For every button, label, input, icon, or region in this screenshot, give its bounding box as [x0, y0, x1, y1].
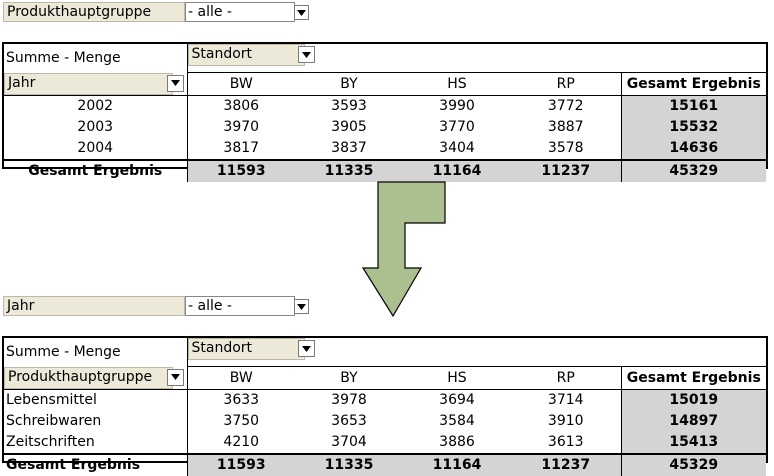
page-field-value[interactable]: - alle -	[185, 296, 295, 316]
cell: 3978	[331, 392, 367, 408]
cell: 3886	[439, 434, 475, 450]
column-header: BY	[295, 366, 403, 390]
cell: 3694	[439, 392, 475, 408]
row-total: 15019	[620, 389, 767, 411]
column-total: 11164	[403, 452, 511, 476]
table-row: Zeitschriften 4210 3704 3886 3613 15413	[4, 431, 767, 454]
row-total: 14897	[620, 410, 767, 432]
table-row: 2003 3970 3905 3770 3887 15532	[4, 116, 767, 138]
page-field-dropdown-button[interactable]	[294, 299, 309, 314]
cell: 3837	[331, 140, 367, 156]
row-field-dropdown-button[interactable]	[167, 368, 184, 386]
cell: 3990	[439, 98, 475, 114]
column-header: RP	[511, 72, 621, 96]
cell: 3653	[331, 413, 367, 429]
column-header-total: Gesamt Ergebnis	[620, 72, 767, 96]
pivot-table-bottom: Summe - Menge Standort Produkthauptgrupp…	[2, 336, 768, 476]
row-label: 2004	[77, 140, 114, 156]
pivot-table-top: Summe - Menge Standort Jahr BW BY HS RP …	[2, 42, 768, 182]
chevron-down-icon	[171, 80, 180, 86]
grand-total: 45329	[620, 158, 767, 182]
column-total: 11593	[186, 452, 295, 476]
row-field-jahr[interactable]: Jahr	[4, 72, 173, 95]
row-total: 15413	[620, 431, 767, 454]
cell: 4210	[186, 431, 295, 454]
column-field-standort[interactable]: Standort	[188, 338, 305, 360]
chevron-down-icon	[301, 345, 311, 352]
cell: 3770	[439, 119, 475, 135]
cell: 3404	[439, 140, 475, 156]
cell: 3910	[547, 413, 584, 429]
data-field-label: Summe - Menge	[6, 50, 121, 67]
down-arrow-icon	[361, 181, 446, 318]
cell: 3772	[547, 98, 584, 114]
grand-total: 45329	[620, 452, 767, 476]
total-row-label: Gesamt Ergebnis	[4, 452, 187, 476]
total-row: Gesamt Ergebnis 11593 11335 11164 11237 …	[4, 158, 767, 182]
column-field-dropdown-button[interactable]	[297, 46, 315, 63]
cell: 3750	[186, 410, 295, 432]
cell: 3817	[186, 137, 295, 160]
cell: 3905	[331, 119, 367, 135]
row-label: 2003	[77, 119, 114, 135]
row-label: Lebensmittel	[6, 392, 97, 408]
cell: 3613	[547, 434, 584, 450]
chevron-down-icon	[301, 51, 311, 58]
table-row: 2002 3806 3593 3990 3772 15161	[4, 95, 767, 117]
chevron-down-icon	[297, 303, 306, 310]
column-field-dropdown-button[interactable]	[297, 340, 315, 357]
row-field-dropdown-button[interactable]	[167, 74, 184, 92]
table-row: Schreibwaren 3750 3653 3584 3910 14897	[4, 410, 767, 432]
row-label: Zeitschriften	[6, 434, 95, 450]
row-total: 15532	[620, 116, 767, 138]
total-row-label: Gesamt Ergebnis	[4, 158, 187, 182]
column-header: HS	[403, 366, 511, 390]
cell: 3593	[331, 98, 367, 114]
data-field-label: Summe - Menge	[6, 344, 121, 361]
row-field-produkthauptgruppe[interactable]: Produkthauptgruppe	[4, 366, 173, 389]
table-row: Lebensmittel 3633 3978 3694 3714 15019	[4, 389, 767, 411]
column-header-total: Gesamt Ergebnis	[620, 366, 767, 390]
cell: 3970	[186, 116, 295, 138]
cell: 3887	[547, 119, 584, 135]
chevron-down-icon	[297, 9, 306, 16]
cell: 3704	[331, 434, 367, 450]
column-field-standort[interactable]: Standort	[188, 44, 305, 66]
page-field-dropdown-button[interactable]	[294, 5, 309, 20]
column-total: 11335	[295, 158, 403, 182]
cell: 3633	[186, 389, 295, 411]
column-header: HS	[403, 72, 511, 96]
row-total: 15161	[620, 95, 767, 117]
cell: 3578	[547, 140, 584, 156]
column-header: BY	[295, 72, 403, 96]
page-field-jahr: Jahr	[3, 296, 185, 316]
column-total: 11164	[403, 158, 511, 182]
column-total: 11237	[511, 452, 621, 476]
column-total: 11237	[511, 158, 621, 182]
cell: 3584	[439, 413, 475, 429]
column-header: BW	[186, 366, 295, 390]
row-total: 14636	[620, 137, 767, 160]
chevron-down-icon	[171, 374, 180, 380]
page-field-value[interactable]: - alle -	[185, 2, 295, 22]
column-header: BW	[186, 72, 295, 96]
cell: 3714	[547, 392, 584, 408]
row-label: 2002	[77, 98, 114, 114]
column-header: RP	[511, 366, 621, 390]
column-total: 11593	[186, 158, 295, 182]
column-total: 11335	[295, 452, 403, 476]
page-field-produkthauptgruppe: Produkthauptgruppe	[3, 2, 185, 22]
total-row: Gesamt Ergebnis 11593 11335 11164 11237 …	[4, 452, 767, 476]
table-row: 2004 3817 3837 3404 3578 14636	[4, 137, 767, 160]
cell: 3806	[186, 95, 295, 117]
row-label: Schreibwaren	[6, 413, 102, 429]
